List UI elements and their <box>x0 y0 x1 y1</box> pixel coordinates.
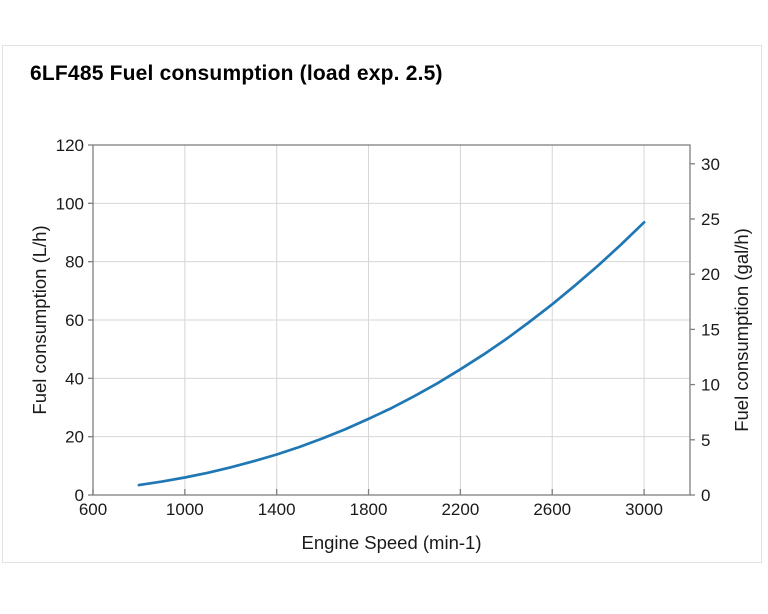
x-tick-label: 1800 <box>350 500 388 519</box>
left-tick-label: 120 <box>56 136 84 155</box>
left-tick-label: 20 <box>65 428 84 447</box>
left-tick-label: 40 <box>65 369 84 388</box>
right-tick-label: 20 <box>701 265 720 284</box>
left-tick-label: 0 <box>75 486 84 505</box>
right-tick-label: 5 <box>701 431 710 450</box>
right-axis-title: Fuel consumption (gal/h) <box>731 228 752 432</box>
x-tick-label: 3000 <box>625 500 663 519</box>
chart-card <box>2 45 762 563</box>
right-tick-label: 30 <box>701 155 720 174</box>
right-tick-label: 10 <box>701 376 720 395</box>
tick-labels: 0 20 40 60 80 100 120 0 5 10 15 20 25 30 600 1000 1400 18… <box>56 136 720 519</box>
chart-title: 6LF485 Fuel consumption (load exp. 2.5) <box>30 62 443 85</box>
left-axis-title: Fuel consumption (L/h) <box>29 225 50 414</box>
x-tick-label: 2200 <box>441 500 479 519</box>
left-tick-label: 60 <box>65 311 84 330</box>
x-axis-title: Engine Speed (min-1) <box>302 532 482 553</box>
x-tick-label: 1000 <box>166 500 204 519</box>
left-tick-label: 80 <box>65 253 84 272</box>
x-tick-label: 1400 <box>258 500 296 519</box>
right-tick-label: 25 <box>701 210 720 229</box>
fuel-curve <box>137 220 646 487</box>
axis-ticks <box>88 144 695 496</box>
x-tick-label: 2600 <box>533 500 571 519</box>
series-layer <box>137 220 646 487</box>
gridlines <box>93 145 690 495</box>
right-tick-label: 0 <box>701 486 710 505</box>
left-tick-label: 100 <box>56 194 84 213</box>
right-tick-label: 15 <box>701 320 720 339</box>
x-tick-label: 600 <box>79 500 107 519</box>
